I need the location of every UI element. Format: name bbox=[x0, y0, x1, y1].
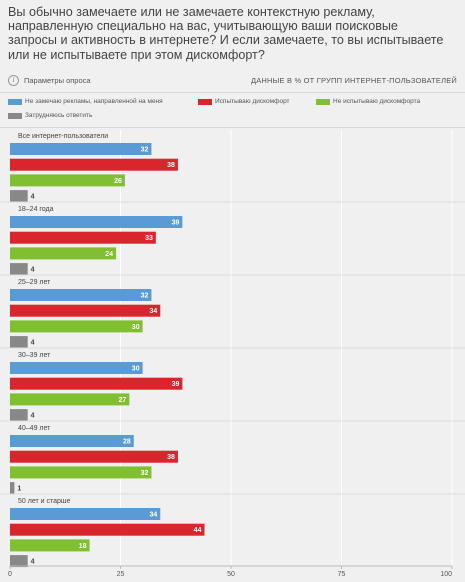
data-label: 4 bbox=[31, 267, 35, 274]
data-label: 26 bbox=[114, 178, 122, 185]
group-label: 25–29 лет bbox=[18, 279, 51, 286]
units-label: ДАННЫЕ В % ОТ ГРУПП ИНТЕРНЕТ-ПОЛЬЗОВАТЕЛ… bbox=[250, 76, 457, 85]
legend-swatch bbox=[316, 99, 330, 105]
survey-meta: i Параметры опроса ДАННЫЕ В % ОТ ГРУПП И… bbox=[8, 74, 457, 88]
group-label: 30–39 лет bbox=[18, 352, 51, 359]
data-label: 30 bbox=[132, 366, 140, 373]
bar bbox=[10, 174, 125, 187]
data-label: 32 bbox=[141, 470, 149, 477]
bar bbox=[10, 289, 152, 301]
data-label: 44 bbox=[194, 527, 202, 534]
bar bbox=[10, 143, 152, 155]
data-label: 18 bbox=[79, 543, 87, 550]
data-label: 34 bbox=[149, 512, 157, 519]
legend-label: Затрудняюсь ответить bbox=[25, 112, 93, 119]
x-tick-label: 100 bbox=[440, 571, 452, 578]
data-label: 38 bbox=[167, 454, 175, 461]
bar bbox=[10, 409, 28, 422]
group-label: 18–24 года bbox=[18, 206, 54, 213]
divider bbox=[0, 92, 465, 93]
bar bbox=[10, 362, 143, 374]
data-label: 27 bbox=[119, 397, 127, 404]
data-label: 39 bbox=[172, 220, 180, 227]
bar bbox=[10, 450, 178, 463]
bar bbox=[10, 508, 161, 520]
data-label: 1 bbox=[17, 486, 21, 493]
page-title: Вы обычно замечаете или не замечаете кон… bbox=[8, 5, 444, 62]
bar bbox=[10, 466, 152, 479]
x-tick-label: 0 bbox=[8, 571, 12, 578]
bar bbox=[10, 393, 130, 406]
data-label: 30 bbox=[132, 324, 140, 331]
bar bbox=[10, 231, 156, 244]
bar bbox=[10, 377, 183, 390]
bar bbox=[10, 304, 161, 317]
data-label: 39 bbox=[172, 381, 180, 388]
legend-label: Не испытываю дискомфорта bbox=[333, 98, 421, 105]
legend-swatch bbox=[8, 113, 22, 119]
data-label: 32 bbox=[141, 293, 149, 300]
legend-swatch bbox=[8, 99, 22, 105]
bar bbox=[10, 158, 178, 171]
legend-label: Не замечаю рекламы, направленной на меня bbox=[25, 98, 163, 105]
x-tick-label: 25 bbox=[117, 571, 125, 578]
bar bbox=[10, 539, 90, 552]
info-icon[interactable]: i bbox=[8, 75, 19, 86]
bar bbox=[10, 320, 143, 333]
legend-label: Испытываю дискомфорт bbox=[215, 98, 290, 105]
survey-params-link[interactable]: Параметры опроса bbox=[24, 76, 91, 85]
data-label: 34 bbox=[149, 308, 157, 315]
group-label: Все интернет-пользователи bbox=[18, 133, 108, 140]
bar bbox=[10, 263, 28, 276]
x-tick-label: 75 bbox=[338, 571, 346, 578]
data-label: 4 bbox=[31, 413, 35, 420]
data-label: 33 bbox=[145, 235, 153, 242]
x-tick-label: 50 bbox=[227, 571, 235, 578]
bar bbox=[10, 482, 15, 495]
data-label: 4 bbox=[31, 340, 35, 347]
data-label: 32 bbox=[141, 147, 149, 154]
legend-swatch bbox=[198, 99, 212, 105]
bar bbox=[10, 190, 28, 203]
bar bbox=[10, 216, 183, 228]
divider bbox=[0, 127, 465, 128]
data-label: 28 bbox=[123, 439, 131, 446]
chart-legend: Не замечаю рекламы, направленной на меня… bbox=[8, 97, 458, 125]
bar bbox=[10, 523, 205, 536]
data-label: 4 bbox=[31, 194, 35, 201]
bar bbox=[10, 555, 28, 568]
bar bbox=[10, 247, 117, 260]
group-label: 40–49 лет bbox=[18, 425, 51, 432]
bar bbox=[10, 336, 28, 349]
bar bbox=[10, 435, 134, 447]
data-label: 24 bbox=[105, 251, 113, 258]
data-label: 38 bbox=[167, 162, 175, 169]
data-label: 4 bbox=[31, 559, 35, 566]
group-label: 50 лет и старше bbox=[18, 498, 71, 505]
